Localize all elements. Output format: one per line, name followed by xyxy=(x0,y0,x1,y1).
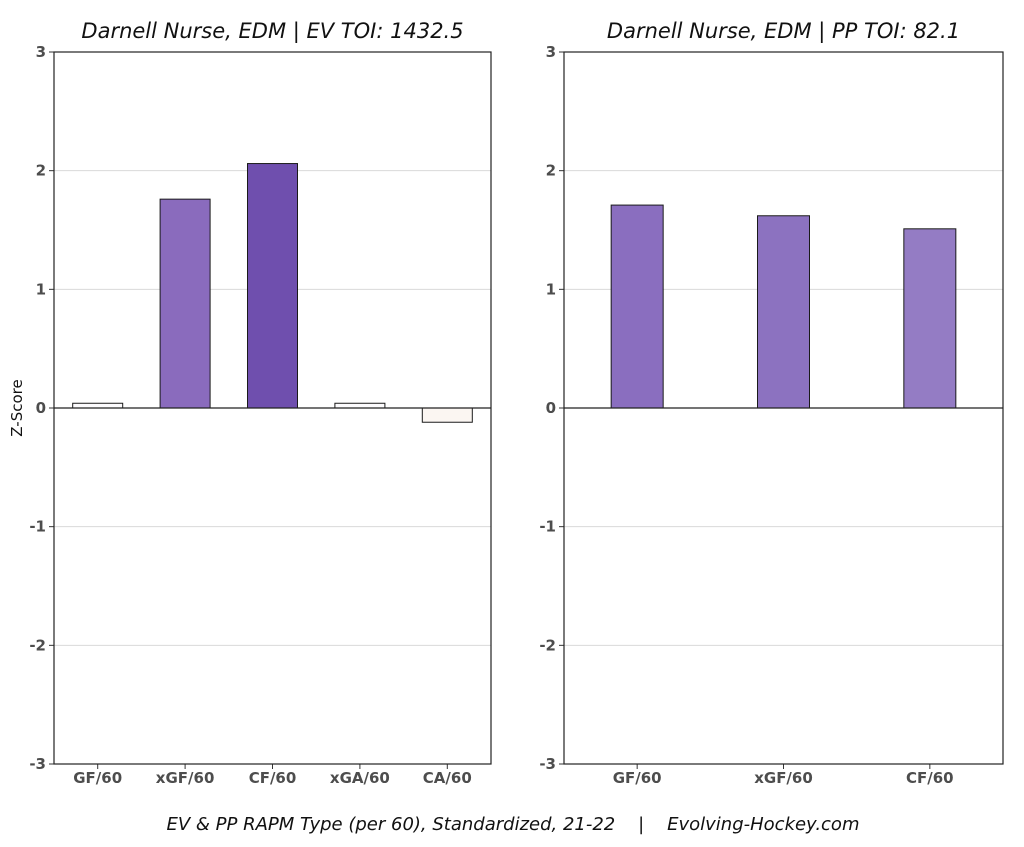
y-tick-label: -2 xyxy=(539,636,556,654)
panel-border xyxy=(53,51,492,765)
bar-xga-60 xyxy=(334,402,386,409)
chart-caption: EV & PP RAPM Type (per 60), Standardized… xyxy=(167,814,860,835)
x-tick-label: CA/60 xyxy=(423,769,472,787)
y-tick-label: 1 xyxy=(546,280,556,298)
x-tick-label: xGA/60 xyxy=(330,769,390,787)
y-tick-label: -1 xyxy=(539,518,556,536)
x-tick-label: CF/60 xyxy=(249,769,297,787)
y-tick-label: -2 xyxy=(29,636,46,654)
y-tick-label: 3 xyxy=(546,43,556,61)
chart-panels: 3 2 1 0 -1 -2 -3 GF/60 xGF/60 CF/60 xGA/60 CA/60 Dar… xyxy=(8,19,1004,787)
y-tick-label: 1 xyxy=(36,280,46,298)
y-tick-label: -3 xyxy=(539,755,556,773)
chart-panel-1: 3 2 1 0 -1 -2 -3 GF/60 xGF/60 CF/60 xGA/60 CA/60 Dar… xyxy=(8,19,492,787)
y-tick-label: 2 xyxy=(36,162,46,180)
x-tick-label: CF/60 xyxy=(906,769,954,787)
panel-title: Darnell Nurse, EDM | PP TOI: 82.1 xyxy=(607,19,960,44)
y-tick-label: 0 xyxy=(546,399,556,417)
y-tick-label: 2 xyxy=(546,162,556,180)
x-tick-label: GF/60 xyxy=(73,769,122,787)
panel-title: Darnell Nurse, EDM | EV TOI: 1432.5 xyxy=(81,19,463,44)
chart-panel-2: 3 2 1 0 -1 -2 -3 GF/60 xGF/60 CF/60 Darnell Nurse,… xyxy=(539,19,1004,787)
bar-cf-60 xyxy=(247,163,298,409)
x-tick-label: GF/60 xyxy=(613,769,662,787)
y-tick-label: 0 xyxy=(36,399,46,417)
x-tick-label: xGF/60 xyxy=(156,769,215,787)
bar-gf-60 xyxy=(610,204,664,409)
y-axis-title: Z-Score xyxy=(8,379,26,436)
panel-border xyxy=(563,51,1004,765)
bar-cf-60 xyxy=(903,228,957,409)
y-tick-label: 3 xyxy=(36,43,46,61)
x-tick-label: xGF/60 xyxy=(754,769,813,787)
bar-ca-60 xyxy=(421,407,473,423)
bar-xgf-60 xyxy=(159,198,211,409)
y-tick-label: -1 xyxy=(29,518,46,536)
y-tick-label: -3 xyxy=(29,755,46,773)
bar-xgf-60 xyxy=(757,215,810,409)
bar-gf-60 xyxy=(72,402,124,409)
